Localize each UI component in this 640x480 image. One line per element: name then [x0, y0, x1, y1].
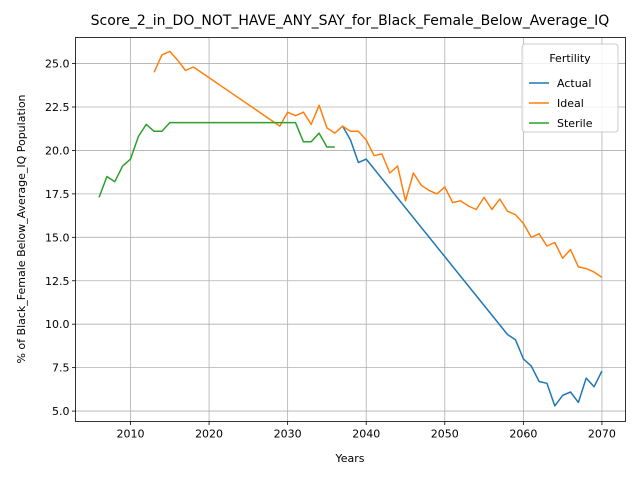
series-line-actual	[341, 125, 603, 407]
series-line-sterile	[98, 121, 335, 198]
y-tick-label: 5.0	[52, 405, 70, 418]
plot-frame	[75, 37, 626, 422]
y-tick-label: 10.0	[45, 318, 70, 331]
series-lines	[98, 50, 603, 407]
legend-label-sterile: Sterile	[557, 117, 593, 130]
x-tick-label: 2050	[431, 428, 459, 441]
y-tick-label: 25.0	[45, 58, 70, 71]
legend: Fertility Actual Ideal Sterile	[521, 43, 619, 133]
x-tick-label: 2040	[352, 428, 380, 441]
y-tick-label: 17.5	[45, 188, 70, 201]
legend-title: Fertility	[549, 52, 591, 65]
x-tick-label: 2060	[509, 428, 537, 441]
x-axis-ticks: 2010 2020 2030 2040 2050 2060 2070	[117, 421, 616, 441]
x-tick-label: 2070	[588, 428, 616, 441]
x-tick-label: 2010	[117, 428, 145, 441]
legend-items: Actual Ideal Sterile	[529, 77, 593, 130]
chart-title: Score_2_in_DO_NOT_HAVE_ANY_SAY_for_Black…	[91, 13, 610, 29]
legend-label-ideal: Ideal	[557, 97, 584, 110]
grid	[75, 37, 626, 422]
y-tick-label: 15.0	[45, 231, 70, 244]
x-axis-label: Years	[334, 452, 364, 465]
legend-box	[521, 43, 619, 133]
y-tick-label: 7.5	[52, 362, 70, 375]
series-line-ideal	[153, 50, 603, 278]
legend-label-actual: Actual	[557, 77, 591, 90]
y-tick-label: 22.5	[45, 101, 70, 114]
y-tick-label: 12.5	[45, 275, 70, 288]
y-axis-label: % of Black_Female Below_Average_IQ Popul…	[15, 94, 28, 363]
x-tick-label: 2020	[195, 428, 223, 441]
y-axis-ticks: 5.0 7.5 10.0 12.5 15.0 17.5 20.0 22.5 25.0	[45, 58, 76, 418]
y-tick-label: 20.0	[45, 144, 70, 157]
x-tick-label: 2030	[274, 428, 302, 441]
